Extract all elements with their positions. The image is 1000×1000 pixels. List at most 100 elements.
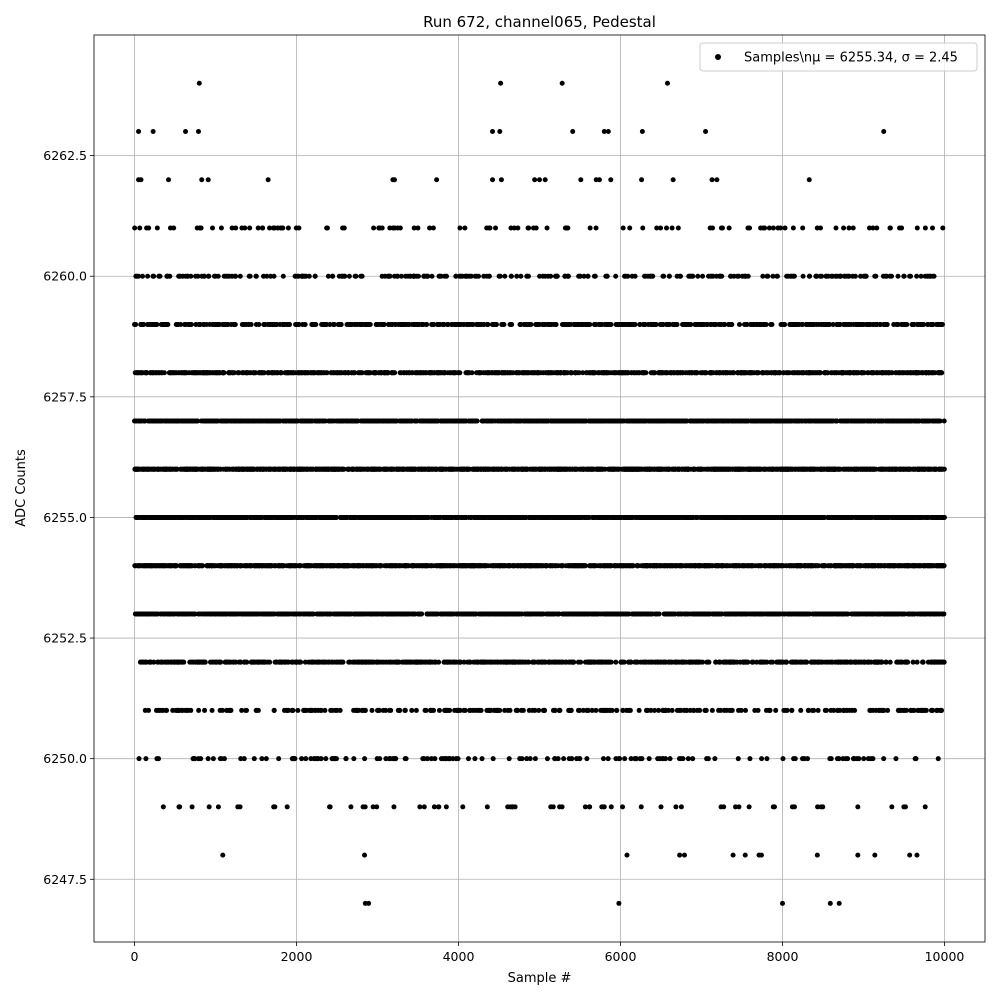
data-point (133, 321, 139, 327)
data-point (348, 804, 354, 810)
data-point (221, 756, 227, 762)
data-point (443, 804, 449, 810)
data-point (206, 804, 212, 810)
data-point (247, 225, 253, 231)
data-point (206, 273, 212, 279)
data-point (232, 321, 238, 327)
data-point (145, 273, 151, 279)
data-point (340, 659, 346, 665)
data-point (201, 273, 207, 279)
data-point (241, 756, 247, 762)
data-point (237, 804, 243, 810)
data-point (295, 707, 301, 713)
data-point (290, 707, 296, 713)
data-point (359, 273, 365, 279)
data-point (474, 418, 480, 424)
data-point (431, 707, 437, 713)
data-point (137, 225, 143, 231)
data-point (519, 756, 525, 762)
data-point (469, 370, 475, 376)
data-point (231, 370, 237, 376)
data-point (238, 659, 244, 665)
data-point (362, 707, 368, 713)
data-point (430, 225, 436, 231)
data-point (515, 225, 521, 231)
data-point (154, 321, 160, 327)
data-point (337, 707, 343, 713)
data-point (343, 756, 349, 762)
data-point (484, 804, 490, 810)
data-point (506, 756, 512, 762)
data-point (402, 707, 408, 713)
data-point (296, 225, 302, 231)
data-point (173, 563, 179, 569)
data-point (160, 804, 166, 810)
data-point (403, 756, 409, 762)
data-point (472, 756, 478, 762)
data-point (507, 707, 513, 713)
data-point (256, 321, 262, 327)
data-point (188, 707, 194, 713)
data-point (177, 804, 183, 810)
data-point (195, 418, 201, 424)
data-point (244, 707, 250, 713)
data-point (413, 707, 419, 713)
data-point (263, 756, 269, 762)
data-point (392, 370, 398, 376)
data-point (196, 707, 202, 713)
data-point (409, 707, 415, 713)
data-point (280, 273, 286, 279)
data-point (388, 707, 394, 713)
data-point (136, 756, 142, 762)
data-point (444, 273, 450, 279)
data-point (381, 321, 387, 327)
data-point (497, 273, 503, 279)
data-point (132, 225, 138, 231)
data-point (532, 756, 538, 762)
data-point (141, 321, 147, 327)
data-point (512, 804, 518, 810)
data-point (457, 370, 463, 376)
grid (94, 35, 985, 942)
data-point (419, 611, 425, 617)
data-point (238, 756, 244, 762)
data-point (195, 273, 201, 279)
data-point (436, 707, 442, 713)
data-point (333, 756, 339, 762)
data-point (165, 321, 171, 327)
data-point (520, 707, 526, 713)
data-point (313, 321, 319, 327)
data-point (341, 225, 347, 231)
data-point (248, 321, 254, 327)
data-point (533, 225, 539, 231)
data-point (298, 659, 304, 665)
data-point (247, 273, 253, 279)
data-point (188, 321, 194, 327)
data-point (164, 707, 170, 713)
data-point (393, 756, 399, 762)
data-point (424, 321, 430, 327)
data-point (415, 273, 421, 279)
data-point (338, 321, 344, 327)
data-point (436, 804, 442, 810)
data-point (362, 756, 368, 762)
data-point (244, 659, 250, 665)
data-point (218, 225, 224, 231)
data-point (342, 273, 348, 279)
data-point (271, 707, 277, 713)
data-point (502, 273, 508, 279)
data-point (306, 273, 312, 279)
data-point (189, 804, 195, 810)
data-point (490, 756, 496, 762)
data-point (353, 273, 359, 279)
data-point (251, 756, 257, 762)
data-point (436, 659, 442, 665)
data-point (324, 225, 330, 231)
data-point (415, 225, 421, 231)
data-point (143, 756, 149, 762)
data-point (178, 321, 184, 327)
data-point (253, 273, 259, 279)
data-point (346, 273, 352, 279)
data-point (322, 707, 328, 713)
data-point (536, 707, 542, 713)
